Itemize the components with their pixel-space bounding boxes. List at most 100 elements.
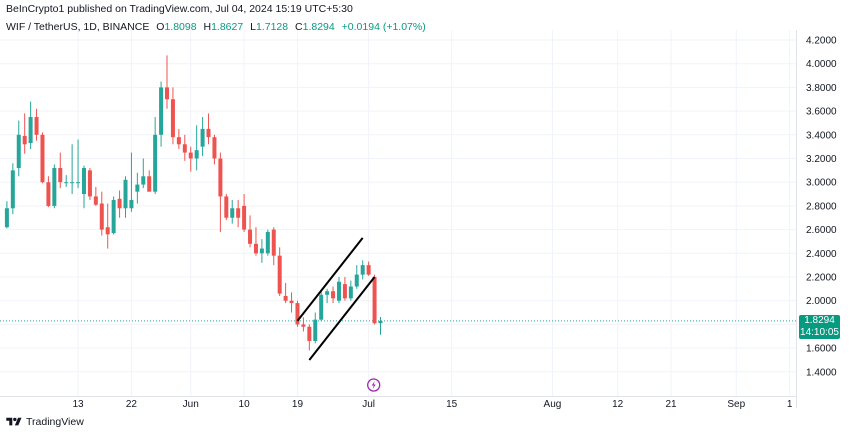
candle-body[interactable] bbox=[289, 300, 294, 304]
candle-body[interactable] bbox=[248, 229, 253, 244]
candle-body[interactable] bbox=[99, 203, 104, 230]
close-label: C bbox=[295, 21, 303, 33]
x-tick-label: Jun bbox=[183, 399, 199, 410]
candle-body[interactable] bbox=[336, 281, 341, 301]
candle-body[interactable] bbox=[141, 176, 146, 185]
candle-body[interactable] bbox=[40, 134, 45, 183]
candle-body[interactable] bbox=[236, 208, 241, 218]
candle-body[interactable] bbox=[46, 182, 51, 206]
candle-body[interactable] bbox=[372, 277, 377, 324]
candle-body[interactable] bbox=[271, 229, 276, 256]
candle-body[interactable] bbox=[34, 117, 39, 135]
candle-body[interactable] bbox=[10, 170, 15, 209]
candle-body[interactable] bbox=[135, 184, 140, 192]
change-value: +0.0194 (+1.07%) bbox=[341, 21, 426, 33]
candle-body[interactable] bbox=[58, 167, 63, 183]
candle-body[interactable] bbox=[348, 286, 353, 299]
candle-body[interactable] bbox=[360, 265, 365, 275]
x-tick-label: 21 bbox=[665, 399, 677, 410]
open-value: 1.8098 bbox=[164, 21, 197, 33]
tradingview-logo-icon bbox=[6, 417, 22, 426]
candle-body[interactable] bbox=[105, 227, 110, 235]
y-tick-label: 2.8000 bbox=[806, 201, 837, 212]
x-tick-label: 10 bbox=[239, 399, 251, 410]
candle-body[interactable] bbox=[147, 176, 152, 192]
x-tick-label: 22 bbox=[126, 399, 138, 410]
high-value: 1.8627 bbox=[211, 21, 244, 33]
candle-body[interactable] bbox=[117, 198, 122, 209]
open-label: O bbox=[156, 21, 165, 33]
candle-body[interactable] bbox=[206, 128, 211, 138]
footer-brand[interactable]: TradingView bbox=[6, 416, 84, 428]
channel-trendline[interactable] bbox=[296, 237, 364, 322]
x-tick-label: 12 bbox=[612, 399, 624, 410]
candle-body[interactable] bbox=[301, 324, 306, 327]
candle-body[interactable] bbox=[123, 179, 128, 209]
y-tick-label: 2.0000 bbox=[806, 296, 837, 307]
candle-body[interactable] bbox=[176, 137, 181, 145]
x-tick-label: Aug bbox=[544, 399, 562, 410]
candle-body[interactable] bbox=[331, 291, 336, 299]
candle-body[interactable] bbox=[378, 320, 383, 324]
candle-body[interactable] bbox=[325, 291, 330, 295]
candle-body[interactable] bbox=[76, 182, 81, 184]
candle-body[interactable] bbox=[93, 196, 98, 205]
candle-body[interactable] bbox=[153, 134, 158, 192]
candle-body[interactable] bbox=[87, 170, 92, 197]
candle-body[interactable] bbox=[129, 199, 134, 209]
candle-body[interactable] bbox=[111, 199, 116, 234]
candle-body[interactable] bbox=[81, 167, 86, 195]
candle-body[interactable] bbox=[283, 295, 288, 301]
candle-body[interactable] bbox=[212, 137, 217, 159]
candle-body[interactable] bbox=[182, 144, 187, 153]
candle-body[interactable] bbox=[295, 303, 300, 325]
candle-body[interactable] bbox=[253, 243, 258, 254]
symbol-name[interactable]: WIF / TetherUS, 1D, BINANCE bbox=[6, 21, 150, 33]
high-label: H bbox=[203, 21, 212, 33]
candle-body[interactable] bbox=[64, 182, 69, 184]
candle-body[interactable] bbox=[354, 274, 359, 287]
candle-body[interactable] bbox=[242, 205, 247, 230]
y-tick-label: 4.0000 bbox=[806, 59, 837, 70]
candle-body[interactable] bbox=[200, 128, 205, 147]
candle-body[interactable] bbox=[265, 231, 270, 254]
candle-body[interactable] bbox=[319, 294, 324, 320]
y-tick-label: 3.4000 bbox=[806, 130, 837, 141]
y-tick-label: 2.2000 bbox=[806, 273, 837, 284]
bar-countdown: 14:10:05 bbox=[800, 326, 839, 338]
lightning-bolt-glyph bbox=[371, 381, 376, 389]
brand-name: TradingView bbox=[26, 416, 84, 428]
x-tick-label: 1 bbox=[787, 399, 793, 410]
candle-body[interactable] bbox=[194, 150, 199, 159]
candle-body[interactable] bbox=[218, 158, 223, 197]
x-tick-label: 13 bbox=[72, 399, 84, 410]
candle-body[interactable] bbox=[170, 99, 175, 138]
candle-body[interactable] bbox=[22, 135, 27, 145]
candle-body[interactable] bbox=[70, 182, 75, 184]
x-tick-label: Jul bbox=[362, 399, 375, 410]
candle-body[interactable] bbox=[159, 87, 164, 135]
close-value: 1.8294 bbox=[302, 21, 335, 33]
y-tick-label: 2.6000 bbox=[806, 225, 837, 236]
candle-body[interactable] bbox=[259, 248, 264, 254]
candle-body[interactable] bbox=[307, 326, 312, 341]
candle-body[interactable] bbox=[366, 265, 371, 275]
candle-body[interactable] bbox=[224, 196, 229, 218]
y-tick-label: 3.2000 bbox=[806, 154, 837, 165]
candle-body[interactable] bbox=[277, 255, 282, 294]
candle-body[interactable] bbox=[313, 319, 318, 341]
candle-body[interactable] bbox=[52, 167, 57, 206]
candle-body[interactable] bbox=[342, 284, 347, 299]
y-tick-label: 1.4000 bbox=[806, 367, 837, 378]
candle-body[interactable] bbox=[188, 152, 193, 159]
candle-body[interactable] bbox=[165, 87, 170, 100]
candle-body[interactable] bbox=[16, 134, 21, 168]
candle-body[interactable] bbox=[4, 208, 9, 228]
candle-body[interactable] bbox=[28, 117, 33, 144]
channel-trendline[interactable] bbox=[308, 276, 376, 361]
y-tick-label: 3.8000 bbox=[806, 83, 837, 94]
y-tick-label: 3.0000 bbox=[806, 178, 837, 189]
candle-body[interactable] bbox=[230, 208, 235, 218]
y-tick-label: 4.2000 bbox=[806, 36, 837, 47]
